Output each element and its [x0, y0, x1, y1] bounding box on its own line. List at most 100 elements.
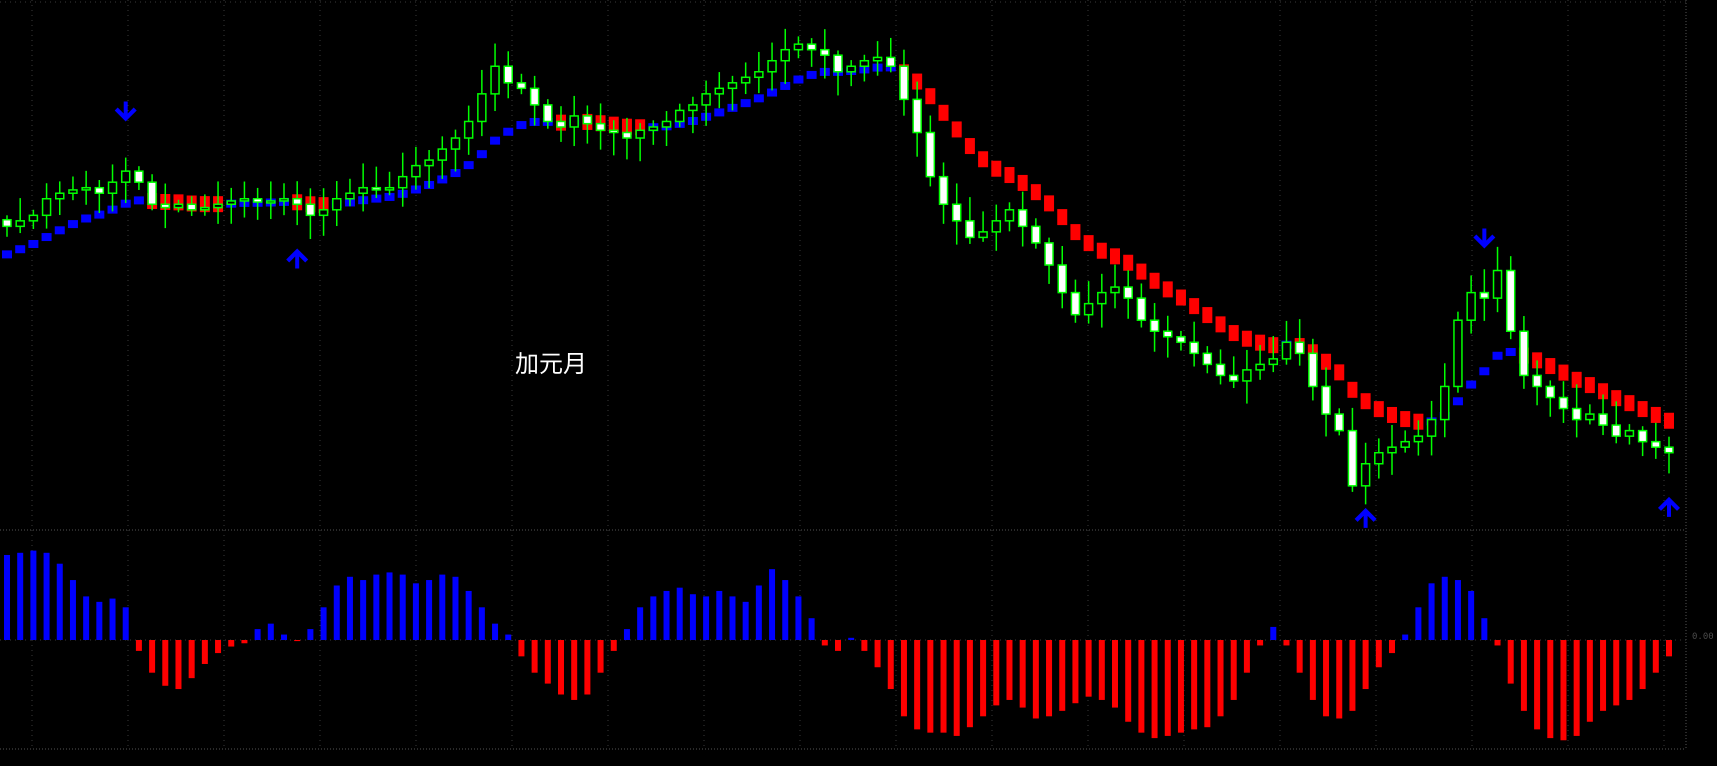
buy-arrow-icon — [1354, 507, 1377, 528]
candle-body — [1097, 291, 1107, 305]
candle-body — [1294, 341, 1305, 355]
histogram-bar — [96, 601, 103, 640]
histogram-bar — [346, 576, 353, 640]
candle-body — [582, 115, 593, 125]
trend-marker — [28, 240, 39, 249]
candle-body — [1057, 264, 1067, 294]
trend-marker — [1347, 381, 1358, 398]
histogram-bar — [386, 572, 393, 640]
histogram-bar — [1098, 640, 1105, 700]
trend-line — [2, 63, 1674, 430]
trend-marker — [94, 210, 105, 219]
candle-body — [266, 200, 276, 204]
trend-marker — [1611, 390, 1622, 407]
histogram-bar — [966, 640, 973, 728]
histogram-bar — [716, 590, 723, 640]
histogram-bar — [135, 640, 142, 651]
trend-marker — [1175, 289, 1186, 306]
candle-body — [463, 120, 474, 139]
trend-marker — [991, 160, 1002, 177]
histogram-bar — [1454, 580, 1461, 640]
histogram-bar — [848, 637, 855, 640]
histogram-bar — [281, 634, 287, 640]
candle-body — [701, 93, 711, 106]
candle-body — [661, 120, 672, 128]
candle-body — [674, 109, 685, 123]
candle-body — [28, 214, 39, 222]
candle-body — [384, 186, 395, 191]
candle-body — [1044, 242, 1054, 266]
candle-body — [543, 104, 553, 123]
histogram-bar — [1191, 640, 1198, 730]
candle-body — [397, 175, 408, 189]
trend-marker — [1545, 358, 1556, 375]
histogram-bar — [1389, 640, 1395, 654]
histogram-bar — [215, 640, 222, 654]
trend-marker — [1255, 334, 1266, 351]
candle-body — [1624, 429, 1635, 437]
histogram-bar — [1019, 640, 1026, 708]
trend-marker — [1637, 401, 1648, 418]
candle-body — [292, 198, 302, 206]
trend-marker — [793, 75, 804, 84]
histogram-bar — [43, 552, 50, 640]
histogram-bar — [149, 640, 156, 673]
histogram-bar — [228, 640, 235, 647]
trend-marker — [120, 199, 131, 208]
histogram-bar — [1349, 640, 1356, 711]
candle-body — [1255, 363, 1265, 371]
trend-marker — [1004, 167, 1015, 184]
histogram-bar — [597, 640, 604, 673]
histogram-bar — [201, 640, 208, 664]
histogram-bar — [1481, 618, 1488, 640]
candle-body — [991, 220, 1002, 233]
histogram-bar — [1415, 607, 1422, 640]
histogram-bar — [1600, 640, 1607, 711]
trend-marker — [1083, 235, 1094, 252]
trend-marker — [1334, 364, 1345, 381]
histogram-bar — [887, 640, 894, 690]
histogram-bar — [1652, 640, 1659, 673]
histogram-bar — [1085, 640, 1092, 697]
candle-body — [160, 203, 171, 209]
histogram-bar — [478, 607, 485, 640]
candle-body — [1374, 451, 1384, 465]
candle-body — [477, 93, 487, 123]
candle-body — [899, 65, 909, 101]
candle-body — [806, 43, 817, 51]
histogram-bar — [294, 640, 301, 642]
candle-body — [925, 131, 936, 178]
histogram-bar — [162, 640, 169, 686]
candle-body — [1611, 424, 1621, 437]
histogram-bar — [307, 629, 314, 640]
candle-body — [2, 218, 12, 228]
candle-body — [345, 192, 355, 200]
candle-body — [978, 231, 988, 239]
histogram-bar — [1666, 640, 1672, 657]
candle-body — [1176, 336, 1186, 344]
candle-body — [622, 131, 632, 139]
histogram-bar — [1402, 634, 1409, 640]
candle-body — [318, 209, 329, 217]
histogram-bar — [703, 596, 710, 640]
histogram-bar — [1560, 640, 1567, 741]
histogram-bar — [610, 640, 617, 651]
histogram-bar — [69, 580, 76, 640]
trend-marker — [1321, 353, 1332, 370]
trend-marker — [1136, 263, 1147, 280]
histogram-bar — [1336, 640, 1343, 719]
candle-body — [147, 181, 157, 206]
histogram-bar — [1046, 640, 1053, 717]
trend-marker — [81, 214, 92, 223]
histogram-bar — [1177, 640, 1184, 733]
trend-marker — [2, 250, 12, 259]
histogram-bar — [663, 590, 670, 640]
trend-marker — [1162, 281, 1173, 298]
zero-level-label: 0.00 — [1692, 632, 1714, 642]
candle-body — [529, 87, 540, 106]
candle-body — [1136, 297, 1147, 321]
histogram-bar — [56, 563, 63, 640]
histogram-bar — [1059, 640, 1066, 711]
trend-marker — [1123, 254, 1134, 271]
